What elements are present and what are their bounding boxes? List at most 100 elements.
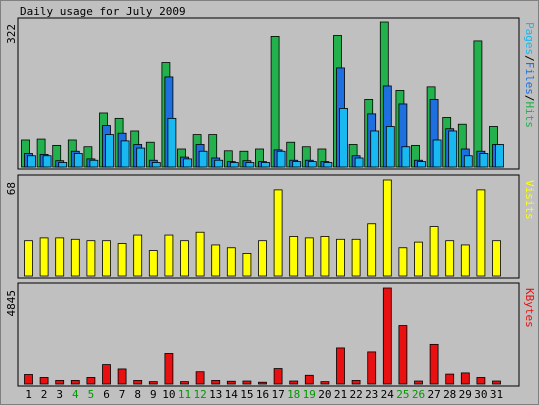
bar-pages-day-19: [307, 161, 317, 168]
bar-pages-day-18: [292, 161, 302, 168]
panel-frame-kbytes: [17, 282, 520, 387]
x-tick-label-day-2: 2: [41, 388, 48, 401]
bar-kbytes-day-3: [55, 380, 65, 385]
bar-kbytes-day-30: [476, 377, 486, 385]
bar-visits-day-6: [102, 240, 111, 277]
bar-visits-day-17: [273, 189, 283, 277]
legend-entry-visits-0: Visits: [523, 180, 536, 220]
bar-visits-day-8: [133, 234, 143, 277]
bar-visits-day-22: [351, 238, 361, 277]
bar-pages-day-23: [370, 130, 380, 168]
x-tick-label-day-7: 7: [119, 388, 126, 401]
bar-kbytes-day-1: [24, 374, 33, 385]
x-tick-label-day-19: 19: [303, 388, 316, 401]
bar-kbytes-day-24: [382, 287, 392, 385]
x-tick-label-day-11: 11: [178, 388, 191, 401]
x-tick-label-day-6: 6: [103, 388, 110, 401]
bar-kbytes-day-9: [148, 381, 158, 385]
y-max-label-hits-files-pages: 322: [5, 24, 18, 44]
bar-kbytes-day-11: [180, 381, 189, 385]
x-tick-label-day-23: 23: [365, 388, 378, 401]
bar-visits-day-9: [148, 250, 158, 277]
bar-visits-day-20: [320, 236, 330, 277]
x-tick-label-day-4: 4: [72, 388, 79, 401]
bar-visits-day-23: [367, 223, 377, 277]
bar-pages-day-17: [276, 150, 286, 168]
bar-kbytes-day-28: [445, 373, 455, 385]
bar-visits-day-29: [460, 244, 470, 277]
bar-visits-day-4: [70, 238, 80, 277]
x-tick-label-day-3: 3: [56, 388, 63, 401]
bar-visits-day-7: [117, 243, 127, 277]
x-tick-label-day-30: 30: [474, 388, 487, 401]
x-tick-label-day-18: 18: [287, 388, 300, 401]
bar-visits-day-25: [398, 247, 408, 277]
legend-hits-files-pages: Pages/Files/Hits: [523, 22, 536, 128]
bar-pages-day-2: [42, 155, 52, 168]
x-tick-label-day-28: 28: [443, 388, 456, 401]
bar-kbytes-day-26: [414, 380, 423, 385]
bar-visits-day-28: [445, 240, 455, 277]
x-tick-label-day-9: 9: [150, 388, 157, 401]
x-tick-label-day-1: 1: [25, 388, 32, 401]
x-tick-label-day-24: 24: [381, 388, 395, 401]
bar-pages-day-28: [448, 130, 458, 168]
bar-pages-day-7: [120, 140, 130, 168]
x-tick-label-day-22: 22: [349, 388, 362, 401]
x-tick-label-day-13: 13: [209, 388, 222, 401]
legend-entry-hits-files-pages-3: /: [523, 95, 536, 102]
bar-pages-day-3: [58, 162, 68, 168]
bar-pages-day-24: [385, 126, 395, 168]
bar-pages-day-8: [136, 147, 146, 168]
bar-pages-day-29: [463, 155, 473, 168]
bar-pages-day-31: [495, 144, 504, 168]
bar-pages-day-15: [245, 162, 255, 168]
y-max-label-visits: 68: [5, 182, 18, 195]
bar-kbytes-day-31: [492, 380, 501, 385]
bar-kbytes-day-21: [336, 347, 345, 385]
bar-visits-day-10: [164, 234, 174, 277]
bar-visits-day-16: [258, 240, 267, 277]
bar-pages-day-22: [354, 157, 364, 168]
bar-pages-day-26: [417, 161, 426, 168]
bar-pages-day-13: [214, 159, 224, 168]
x-tick-label-day-26: 26: [412, 388, 425, 401]
bar-pages-day-10: [167, 117, 177, 168]
bar-kbytes-day-17: [273, 368, 283, 385]
bar-pages-day-1: [27, 155, 36, 168]
x-tick-label-day-8: 8: [134, 388, 141, 401]
bar-hits-day-17: [270, 36, 280, 168]
bar-kbytes-day-18: [289, 380, 299, 385]
x-tick-label-day-12: 12: [193, 388, 206, 401]
x-tick-label-day-17: 17: [271, 388, 284, 401]
x-tick-label-day-14: 14: [225, 388, 239, 401]
bar-visits-day-1: [24, 240, 33, 277]
bar-pages-day-14: [229, 162, 239, 168]
bar-kbytes-day-10: [164, 353, 174, 385]
legend-entry-kbytes-0: KBytes: [523, 288, 536, 328]
bar-kbytes-day-2: [39, 377, 49, 385]
bar-kbytes-day-6: [102, 364, 111, 385]
legend-entry-hits-files-pages-2: Files: [523, 62, 536, 95]
bar-kbytes-day-29: [460, 372, 470, 385]
bar-visits-day-3: [55, 237, 65, 277]
bar-pages-day-16: [261, 162, 270, 168]
bar-kbytes-day-19: [304, 374, 314, 385]
x-tick-label-day-10: 10: [162, 388, 175, 401]
bar-visits-day-24: [382, 179, 392, 277]
bar-visits-day-21: [336, 238, 345, 277]
bar-visits-day-19: [304, 237, 314, 277]
x-tick-label-day-15: 15: [240, 388, 253, 401]
bar-kbytes-day-14: [226, 380, 236, 385]
bar-visits-day-14: [226, 247, 236, 277]
bar-kbytes-day-7: [117, 368, 127, 385]
x-tick-label-day-29: 29: [459, 388, 472, 401]
bar-visits-day-31: [492, 240, 501, 277]
legend-entry-hits-files-pages-0: Pages: [523, 22, 536, 55]
x-tick-label-day-20: 20: [318, 388, 331, 401]
bar-kbytes-day-12: [195, 371, 205, 385]
bar-visits-day-12: [195, 231, 205, 277]
bar-kbytes-day-25: [398, 325, 408, 385]
